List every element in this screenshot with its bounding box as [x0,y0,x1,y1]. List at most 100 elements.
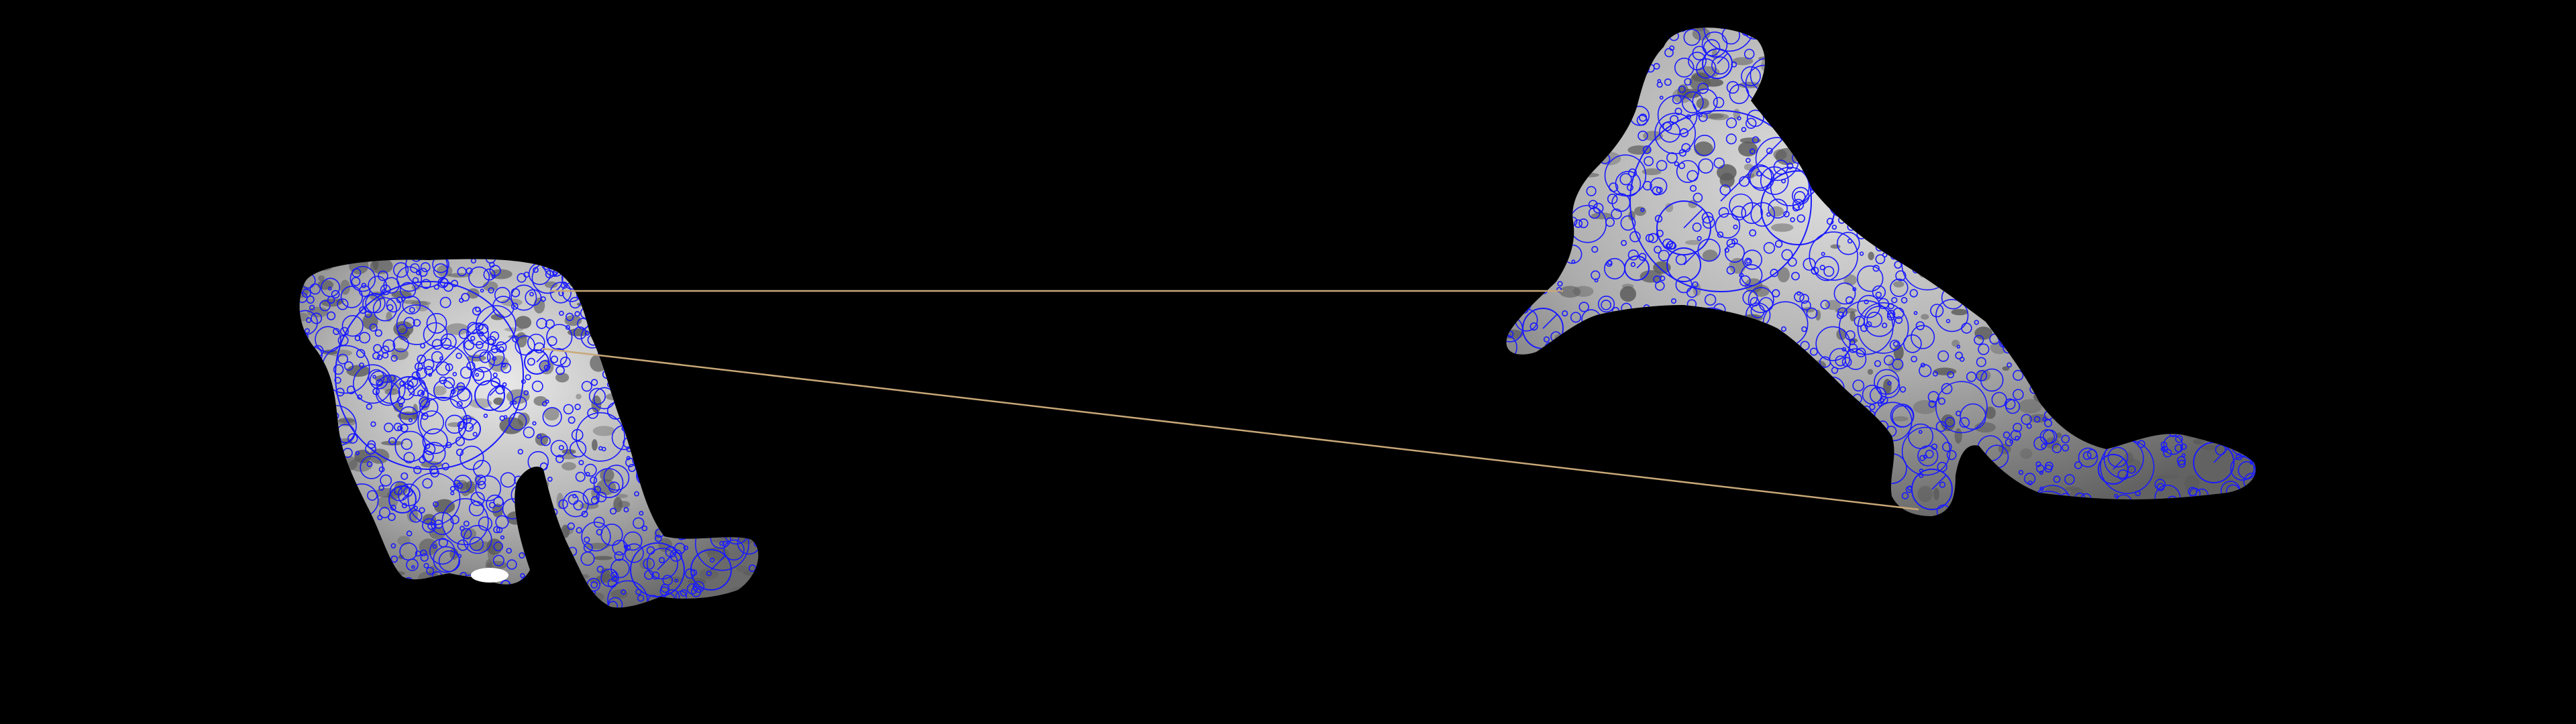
fur-spot [2155,475,2179,479]
fur-spot [445,323,469,335]
fur-spot [499,417,524,434]
keypoint-circle [2163,448,2172,458]
keypoint-circle [416,367,427,379]
keypoint-circle [1724,247,1730,253]
keypoint-circle [692,585,698,591]
keypoint-circle [1792,198,1805,210]
keypoint-circle [513,400,517,405]
keypoint-circle [2188,487,2198,497]
keypoint-circle [1678,149,1686,157]
keypoint-circle [351,277,361,286]
fur-spot [1892,416,1909,422]
keypoint-circle [683,545,689,550]
keypoint-circle [390,543,396,549]
keypoint-circle [1628,168,1638,178]
keypoint-circle [1721,27,1741,45]
keypoint-circle [445,442,452,448]
keypoint-circle [1960,357,1965,362]
keypoint-circle [2005,399,2021,414]
keypoint-circle [1766,147,1773,154]
fur-spot [1665,203,1674,213]
keypoint-circle [552,271,557,276]
keypoint-circle [421,412,429,420]
fur-spot [1729,257,1746,274]
keypoint-circle [1669,45,1675,51]
keypoint-circle [417,344,472,399]
keypoint-circle [1562,310,1568,317]
keypoint-circle [1961,322,1972,334]
keypoint-circle [1666,152,1678,164]
keypoint-circle [420,262,431,272]
fur-spot [544,281,558,288]
fur-spot [1703,78,1724,87]
keypoint-circle [356,349,366,358]
keypoint-circle [380,474,392,487]
keypoint-circle [1790,217,1795,223]
keypoint-circle [398,402,404,408]
keypoint-orientation [2213,448,2229,463]
keypoint-circle [431,351,443,363]
keypoint-circle [381,345,390,354]
fur-spot [1974,326,1993,340]
keypoint-circle [1892,358,1904,370]
keypoint-circle [633,517,645,529]
fur-spot [1941,414,1955,432]
keypoint-circle [1791,272,1800,281]
keypoint-circle [1719,184,1731,196]
keypoint-circle [1918,430,1923,434]
keypoint-circle [2039,486,2044,491]
keypoint-circle [350,265,376,292]
keypoint-circle [409,509,423,523]
keypoint-circle [457,539,469,551]
keypoint-circle [643,558,655,570]
keypoint-circle [1837,231,1860,255]
keypoint-circle [1887,381,1892,385]
keypoint-circle [1621,239,1627,246]
keypoint-circle [1837,307,1847,317]
keypoint-circle [1892,341,1899,347]
keypoint-circle [492,356,497,361]
keypoint-circle [662,575,674,586]
keypoint-circle [490,377,500,387]
keypoint-circle [1941,383,1953,395]
keypoint-circle [568,494,579,505]
keypoint-circle [1911,355,1918,363]
keypoint-circle [623,531,643,551]
keypoint-circle [658,556,665,564]
keypoint-circle [1591,245,1599,253]
keypoint-circle [2182,453,2186,457]
keypoint-circle [1656,186,1663,194]
keypoint-circle [1766,212,1771,217]
keypoint-circle [1713,158,1725,169]
keypoint-circle [1681,91,1704,114]
keypoint-circle [590,379,598,386]
keypoint-circle-large [1629,110,1812,292]
keypoint-circle [536,318,547,329]
keypoint-circle [1654,113,1697,155]
keypoint-orientation [536,353,546,363]
fur-spot [1954,428,1962,444]
keypoint-circle [1675,276,1693,294]
keypoint-circle [413,505,418,510]
keypoint-circle [626,456,631,461]
keypoint-orientation [1683,208,1703,229]
keypoint-circle [1978,343,1990,355]
fur-spot [492,503,504,518]
keypoint-circle [2012,369,2024,381]
keypoint-circle [1833,282,1856,305]
keypoint-circle [1857,265,1884,292]
keypoint-circle [449,385,473,409]
keypoint-circle [2053,475,2061,483]
fur-spot [1843,274,1857,286]
keypoint-circle [609,507,617,515]
keypoint-circle [1742,249,1763,270]
keypoint-circle [406,530,413,537]
keypoint-circle [396,266,423,292]
keypoint-circle [540,296,546,302]
keypoint-circle [475,341,484,349]
keypoint-circle [445,414,464,434]
keypoint-circle [419,398,439,417]
keypoint-circle [386,297,401,313]
keypoint-circle [1966,371,1977,382]
